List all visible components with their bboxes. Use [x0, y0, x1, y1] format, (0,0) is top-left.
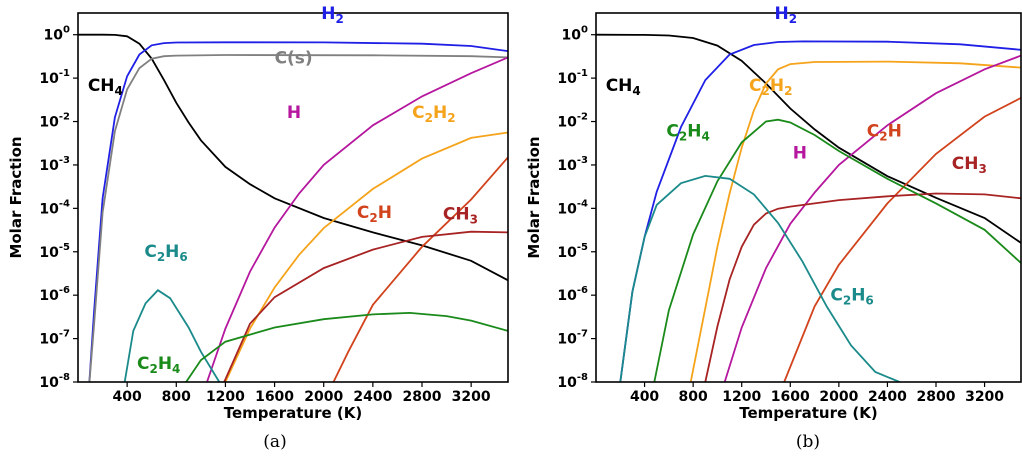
y-tick-label: 10-8	[39, 372, 70, 391]
y-tick-label: 10-3	[39, 155, 70, 174]
y-tick-label: 10-2	[39, 112, 70, 131]
y-tick-label: 10-5	[557, 242, 588, 261]
series-label-c2h6: C2H6	[144, 242, 187, 264]
series-label-cs: C(s)	[275, 48, 313, 68]
x-tick-label: 3200	[965, 389, 1004, 405]
y-tick-label: 10-1	[39, 68, 70, 87]
series-label-c2h: C2H	[867, 122, 902, 144]
x-tick-label: 1600	[255, 389, 294, 405]
series-line-c2h6	[123, 289, 221, 382]
series-label-h2: H2	[775, 4, 798, 26]
series-line-c2h4	[653, 118, 1021, 382]
series-label-c2h: C2H	[357, 203, 392, 225]
series-line-cs	[88, 54, 508, 382]
x-tick-label: 2800	[403, 389, 442, 405]
y-axis-label: Molar Fraction	[7, 136, 25, 258]
series-line-h	[206, 56, 508, 382]
series-label-c2h6: C2H6	[830, 286, 873, 308]
y-tick-label: 10-4	[557, 198, 588, 217]
y-tick-label: 10-4	[39, 198, 70, 217]
y-tick-label: 10-8	[557, 372, 588, 391]
series-line-c2h	[332, 156, 508, 382]
x-tick-label: 3200	[452, 389, 491, 405]
y-tick-label: 10-6	[39, 285, 70, 304]
x-tick-label: 2400	[353, 389, 392, 405]
series-label-ch3: CH3	[443, 205, 478, 227]
series-line-c2h2	[689, 60, 1021, 382]
x-axis-label: Temperature (K)	[739, 404, 877, 422]
series-line-h	[723, 54, 1021, 382]
y-tick-label: 100	[44, 25, 70, 44]
x-tick-label: 2800	[917, 389, 956, 405]
series-label-ch4: CH4	[606, 76, 641, 98]
y-tick-label: 10-5	[39, 242, 70, 261]
series-line-c2h2	[224, 131, 508, 382]
series-line-h2	[619, 40, 1021, 382]
x-tick-label: 1600	[771, 389, 810, 405]
y-tick-label: 10-2	[557, 112, 588, 131]
x-tick-label: 800	[162, 389, 191, 405]
plot-frame	[595, 12, 1022, 383]
chart-panel-b: 400 800 1200 1600 2000 2400 2800 3200 100 10-1 10-…	[525, 4, 1022, 452]
x-tick-label: 2000	[819, 389, 858, 405]
series-label-ch4: CH4	[88, 76, 123, 98]
series-line-ch3	[704, 192, 1021, 382]
x-tick-label: 2000	[304, 389, 343, 405]
y-tick-label: 10-6	[557, 285, 588, 304]
x-tick-label: 1200	[206, 389, 245, 405]
series-line-c2h6	[619, 174, 900, 382]
y-axis-label: Molar Fraction	[525, 136, 543, 258]
y-tick-label: 100	[562, 25, 588, 44]
series-label-c2h4: C2H4	[137, 354, 180, 376]
series-label-c2h2: C2H2	[749, 76, 792, 98]
y-tick-label: 10-7	[39, 329, 70, 348]
series-line-ch4	[596, 33, 1021, 244]
y-tick-label: 10-1	[557, 68, 588, 87]
series-line-c2h	[783, 97, 1021, 382]
panel-caption: (b)	[796, 432, 820, 452]
x-tick-label: 400	[113, 389, 142, 405]
series-line-h2	[88, 41, 508, 382]
x-axis-label: Temperature (K)	[224, 404, 362, 422]
y-tick-label: 10-3	[557, 155, 588, 174]
x-tick-label: 1200	[722, 389, 761, 405]
x-tick-label: 800	[679, 389, 708, 405]
plot-frame	[77, 12, 509, 383]
x-tick-label: 2400	[868, 389, 907, 405]
series-label-ch3: CH3	[952, 154, 987, 176]
y-tick-label: 10-7	[557, 329, 588, 348]
series-line-c2h4	[185, 311, 508, 382]
series-label-c2h2: C2H2	[412, 103, 455, 125]
series-label-h: H	[793, 144, 807, 164]
series-label-h: H	[287, 103, 301, 123]
series-line-ch4	[78, 33, 508, 282]
chart-panel-a: 400 800 1200 1600 2000 2400 2800 3200 100 10-1 10-…	[7, 4, 509, 452]
series-line-ch3	[223, 230, 508, 382]
panel-caption: (a)	[263, 432, 286, 452]
series-label-h2: H2	[321, 4, 344, 26]
x-tick-label: 400	[630, 389, 659, 405]
series-label-c2h4: C2H4	[666, 122, 709, 144]
